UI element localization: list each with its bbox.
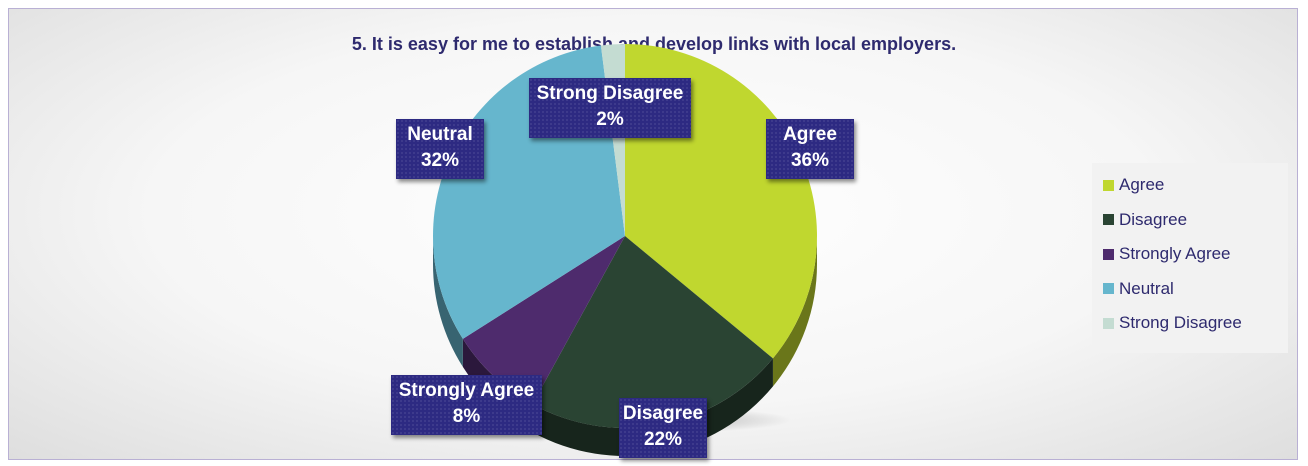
legend-swatch <box>1103 248 1114 260</box>
data-label-value: 22% <box>643 429 683 450</box>
data-label-disagree: Disagree 22% <box>619 398 707 458</box>
legend-swatch <box>1103 214 1114 225</box>
legend-item-disagree: Disagree <box>1103 209 1187 231</box>
data-label-value: 32% <box>420 150 460 171</box>
legend-item-agree: Agree <box>1103 174 1164 196</box>
legend-label: Agree <box>1119 175 1165 194</box>
pie-slice-disagree <box>532 236 773 428</box>
data-label-category: Disagree <box>622 403 704 424</box>
pie-side-neutral <box>433 236 463 367</box>
pie-side-agree <box>772 236 817 387</box>
legend-label: Neutral <box>1119 278 1174 298</box>
legend-swatch <box>1103 179 1114 191</box>
legend-item-neutral: Neutral <box>1103 278 1174 300</box>
legend-label: Strongly Agree <box>1119 244 1231 263</box>
pie-side-disagree <box>532 358 773 456</box>
data-label-strong-disagree: Strong Disagree 2% <box>529 78 691 138</box>
data-label-strongly-agree: Strongly Agree 8% <box>391 375 542 435</box>
chart-title: 5. It is easy for me to establish and de… <box>351 34 957 54</box>
data-label-agree: Agree 36% <box>766 119 854 179</box>
data-label-category: Strongly Agree <box>398 380 535 401</box>
data-label-category: Agree <box>783 124 837 145</box>
pie-slice-strongly-agree <box>462 236 625 405</box>
legend-swatch <box>1103 283 1114 294</box>
chart-legend: Agree Disagree Strongly Agree Neutral Strong… <box>1092 163 1288 353</box>
data-label-value: 8% <box>452 406 481 427</box>
legend-item-strong-disagree: Strong Disagree <box>1103 312 1242 334</box>
legend-label: Strong Disagree <box>1119 313 1242 332</box>
data-label-category: Neutral <box>407 124 473 145</box>
data-label-value: 36% <box>790 150 830 171</box>
data-label-value: 2% <box>596 109 624 130</box>
legend-swatch <box>1103 317 1114 329</box>
data-label-category: Strong Disagree <box>536 83 684 104</box>
data-label-neutral: Neutral 32% <box>396 119 484 179</box>
legend-label: Disagree <box>1119 209 1188 229</box>
legend-item-strongly-agree: Strongly Agree <box>1103 243 1231 265</box>
